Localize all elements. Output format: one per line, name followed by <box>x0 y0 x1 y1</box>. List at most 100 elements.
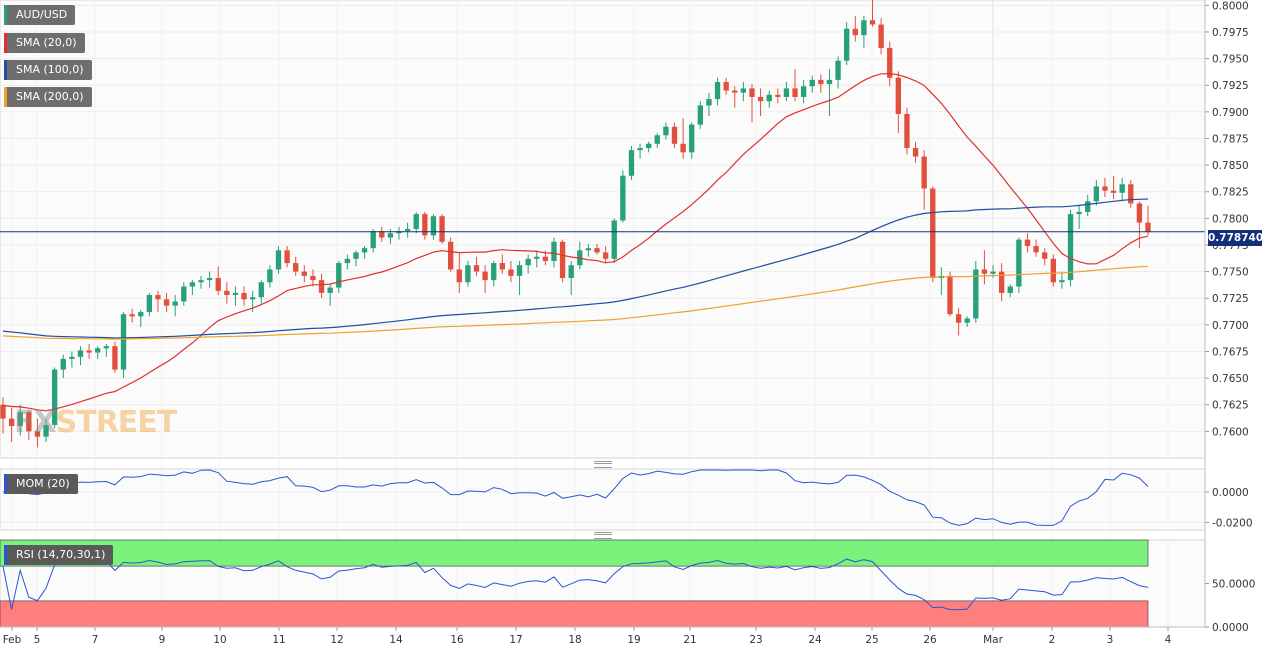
sma100-swatch <box>4 60 7 80</box>
y-tick-label: 0.7875 <box>1212 133 1249 145</box>
candle-body <box>241 292 247 300</box>
candle-body <box>1067 214 1074 281</box>
y-tick-label: 0.7950 <box>1212 54 1249 66</box>
x-tick-label: 26 <box>923 634 937 646</box>
candle-body <box>198 280 204 283</box>
legend-sma20[interactable]: SMA (20,0) <box>4 33 85 53</box>
y-tick-label: 0.7800 <box>1212 213 1249 225</box>
candle-body <box>379 231 385 238</box>
candle-body <box>1119 184 1125 193</box>
candle-body <box>646 143 652 149</box>
candle-body <box>998 271 1005 293</box>
sma100-label: SMA (100,0) <box>16 63 84 76</box>
candle-body <box>34 431 41 437</box>
candle-body <box>835 60 841 80</box>
candle-body <box>267 269 273 283</box>
candle-body <box>766 94 772 102</box>
mom-y-tick-label: -0.0200 <box>1212 517 1253 529</box>
candle-body <box>947 275 953 315</box>
x-tick-label: 16 <box>450 634 464 646</box>
pane-0-background <box>0 0 1206 459</box>
rsi-legend[interactable]: RSI (14,70,30,1) <box>4 545 114 565</box>
candle-body <box>775 94 781 97</box>
current-price-badge: 0.778740 <box>1208 230 1264 246</box>
candle-body <box>783 88 790 97</box>
y-tick-label: 0.7850 <box>1212 160 1249 172</box>
candle-body <box>8 418 15 427</box>
candle-body <box>1110 190 1117 193</box>
x-tick-label: 7 <box>92 634 99 646</box>
candle-body <box>456 269 462 283</box>
candle-body <box>482 271 488 281</box>
candle-body <box>163 299 170 306</box>
candle-body <box>301 271 307 276</box>
candle-body <box>499 263 505 270</box>
candle-body <box>689 124 695 153</box>
candle-body <box>430 216 437 236</box>
sma-lines <box>0 72 1205 412</box>
fxstreet-watermark: FXSTREET <box>14 405 177 440</box>
candle-body <box>878 24 884 48</box>
x-tick-label: Mar <box>983 634 1003 646</box>
sma200-label: SMA (200,0) <box>16 90 84 103</box>
candle-body <box>181 286 187 302</box>
candle-body <box>792 88 798 97</box>
candle-body <box>964 318 970 323</box>
sma200-line <box>2 265 1149 340</box>
candle-body <box>1024 239 1031 247</box>
symbol-label: AUD/USD <box>16 8 68 21</box>
candle-body <box>955 314 962 323</box>
x-tick-label: 11 <box>272 634 285 646</box>
rsi-y-tick-label: 50.0000 <box>1212 579 1255 591</box>
candle-body <box>284 250 290 264</box>
mom-y-tick-label: 0.0000 <box>1212 487 1249 499</box>
candle-body <box>155 295 161 300</box>
candle-body <box>1085 201 1091 212</box>
candle-body <box>51 369 58 425</box>
candle-body <box>930 188 936 278</box>
candle-body <box>861 20 867 36</box>
legend-symbol[interactable]: AUD/USD <box>4 5 76 25</box>
rsi-y-tick-label: 0.0000 <box>1212 622 1249 634</box>
x-tick-label: 19 <box>627 634 640 646</box>
rsi-swatch <box>4 545 7 565</box>
y-tick-label: 0.7925 <box>1212 80 1249 92</box>
candle-body <box>594 248 600 253</box>
pane-resize-handle-1[interactable] <box>594 461 612 468</box>
candle-body <box>534 256 540 259</box>
legend-sma200[interactable]: SMA (200,0) <box>4 87 92 107</box>
x-tick-label: 17 <box>509 634 522 646</box>
candle-body <box>448 241 454 270</box>
candle-body <box>293 263 299 272</box>
candle-body <box>189 282 196 287</box>
candle-body <box>344 258 351 264</box>
candle-body <box>516 265 523 276</box>
candle-body <box>542 256 549 261</box>
sma100-line <box>2 198 1149 339</box>
candle-body <box>508 269 514 276</box>
legend-sma100[interactable]: SMA (100,0) <box>4 60 92 80</box>
candle-body <box>0 404 6 419</box>
pane-resize-handle-2[interactable] <box>594 532 612 539</box>
x-tick-label: 23 <box>749 634 762 646</box>
candle-body <box>473 265 480 272</box>
candle-body <box>1059 280 1065 283</box>
candle-body <box>637 148 643 151</box>
candle-body <box>921 156 927 189</box>
candle-body <box>86 350 92 353</box>
candle-body <box>138 312 144 317</box>
candle-body <box>1128 184 1134 204</box>
mom-legend[interactable]: MOM (20) <box>4 474 78 494</box>
candle-body <box>17 412 23 427</box>
candle-body <box>525 258 531 266</box>
x-tick-label: 3 <box>1107 634 1114 646</box>
x-tick-label: 10 <box>213 634 226 646</box>
candle-body <box>1042 252 1048 259</box>
y-tick-label: 0.8000 <box>1212 0 1249 12</box>
rsi-label: RSI (14,70,30,1) <box>16 548 106 561</box>
candle-body <box>869 20 876 25</box>
candle-body <box>749 88 755 97</box>
candle-body <box>1033 246 1039 253</box>
candle-body <box>740 88 747 93</box>
